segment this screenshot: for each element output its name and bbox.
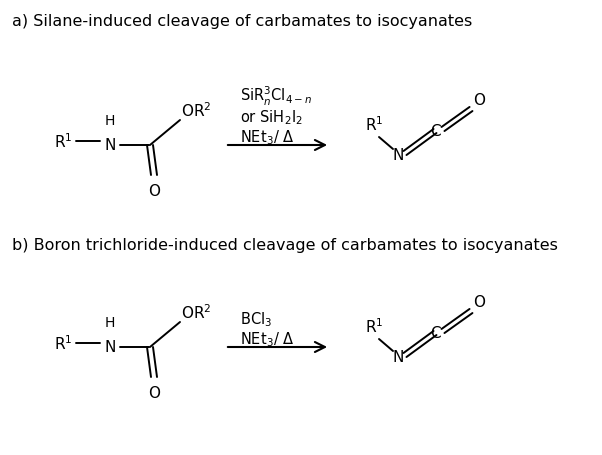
Text: or SiH$_2$I$_2$: or SiH$_2$I$_2$ — [240, 108, 303, 127]
Text: R$^1$: R$^1$ — [365, 115, 383, 134]
Text: C: C — [430, 326, 440, 341]
Text: OR$^2$: OR$^2$ — [181, 101, 211, 120]
Text: H: H — [105, 114, 115, 128]
Text: R$^1$: R$^1$ — [54, 132, 72, 151]
Text: R$^1$: R$^1$ — [365, 317, 383, 335]
Text: C: C — [430, 124, 440, 139]
Text: a) Silane-induced cleavage of carbamates to isocyanates: a) Silane-induced cleavage of carbamates… — [12, 14, 472, 29]
Text: O: O — [473, 294, 485, 309]
Text: N: N — [104, 138, 116, 153]
Text: BCl$_3$: BCl$_3$ — [240, 310, 272, 329]
Text: N: N — [393, 350, 405, 365]
Text: H: H — [105, 315, 115, 329]
Text: R$^1$: R$^1$ — [54, 334, 72, 353]
Text: OR$^2$: OR$^2$ — [181, 303, 211, 321]
Text: N: N — [393, 148, 405, 163]
Text: b) Boron trichloride-induced cleavage of carbamates to isocyanates: b) Boron trichloride-induced cleavage of… — [12, 238, 558, 253]
Text: O: O — [148, 385, 160, 400]
Text: N: N — [104, 340, 116, 355]
Text: O: O — [473, 93, 485, 108]
Text: SiR$^3_n$Cl$_{4-n}$: SiR$^3_n$Cl$_{4-n}$ — [240, 84, 312, 107]
Text: NEt$_3$/ Δ: NEt$_3$/ Δ — [240, 330, 294, 349]
Text: O: O — [148, 184, 160, 198]
Text: NEt$_3$/ Δ: NEt$_3$/ Δ — [240, 128, 294, 147]
